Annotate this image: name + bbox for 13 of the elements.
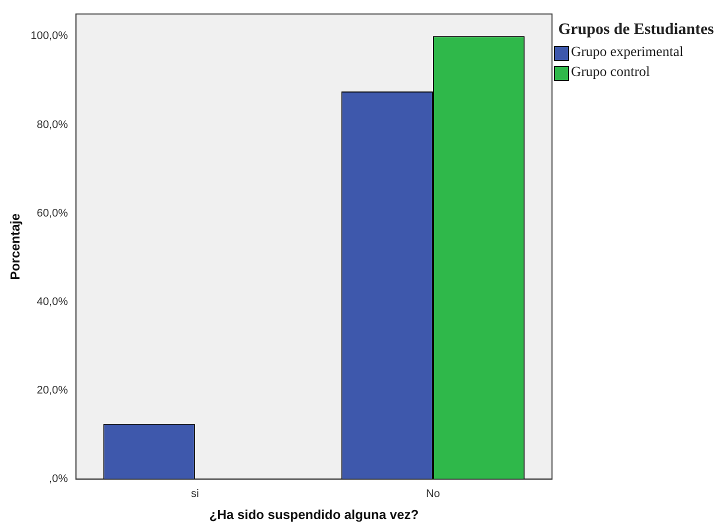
y-tick-label: 100,0% xyxy=(30,30,68,42)
x-axis-title: ¿Ha sido suspendido alguna vez? xyxy=(209,506,419,522)
y-tick-label: 60,0% xyxy=(36,207,68,220)
y-tick-label: 80,0% xyxy=(36,118,68,131)
y-axis-title: Porcentaje xyxy=(7,213,22,280)
y-tick-label: 20,0% xyxy=(36,384,68,397)
x-tick-label: No xyxy=(426,488,440,500)
y-tick-label: ,0% xyxy=(48,473,68,486)
y-tick-label: 40,0% xyxy=(36,296,68,308)
legend-label: Grupo experimental xyxy=(571,45,684,61)
legend-title: Grupos de Estudiantes xyxy=(557,20,715,39)
legend-label: Grupo control xyxy=(571,65,650,81)
x-tick-label: si xyxy=(190,488,199,500)
